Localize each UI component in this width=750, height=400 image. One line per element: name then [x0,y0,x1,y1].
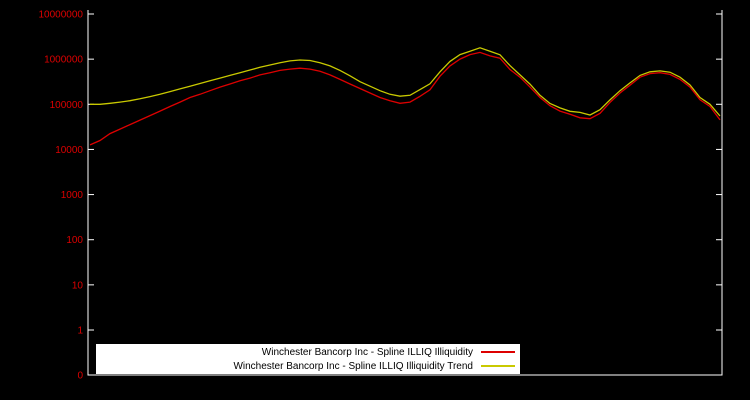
legend-label-illiquidity: Winchester Bancorp Inc - Spline ILLIQ Il… [261,346,473,358]
y-tick-label: 100000 [50,100,84,111]
y-tick-label: 100 [66,235,83,246]
legend-row-illiquidity: Winchester Bancorp Inc - Spline ILLIQ Il… [96,345,520,359]
y-tick-label: 1000 [61,190,84,201]
legend-line-sample-trend [481,365,515,367]
y-tick-label: 1000000 [44,55,83,66]
y-tick-label: 1 [77,326,83,337]
illiquidity-line-series [89,51,721,146]
y-tick-label: 10000 [55,145,83,156]
trend-line-series [90,47,721,117]
y-tick-label: 10000000 [39,10,84,21]
legend-line-sample-illiquidity [481,351,515,353]
plot-border [87,10,723,376]
legend-label-trend: Winchester Bancorp Inc - Spline ILLIQ Il… [233,360,473,372]
legend-row-trend: Winchester Bancorp Inc - Spline ILLIQ Il… [96,359,520,373]
y-tick-label: 10 [72,280,84,291]
legend: Winchester Bancorp Inc - Spline ILLIQ Il… [96,344,520,374]
y-tick-label: 0 [77,371,83,382]
